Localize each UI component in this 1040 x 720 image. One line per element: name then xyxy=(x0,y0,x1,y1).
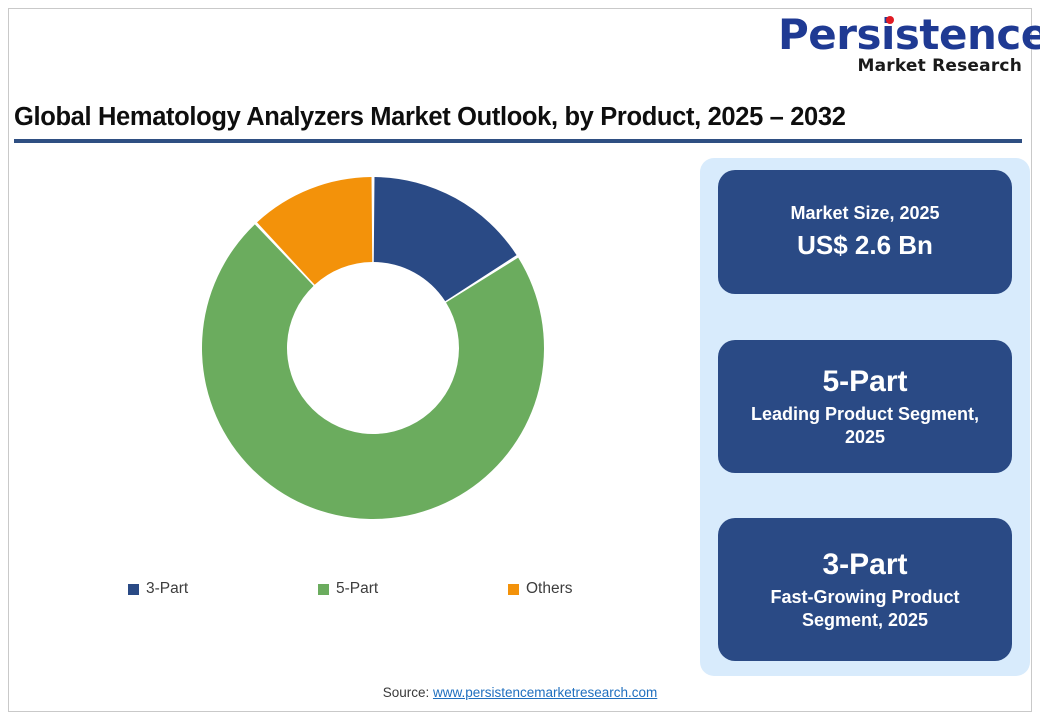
company-logo: Persistence Market Research xyxy=(778,14,1040,76)
market-size-value: US$ 2.6 Bn xyxy=(797,229,933,260)
legend-swatch-5-part xyxy=(318,583,329,595)
page-title-block: Global Hematology Analyzers Market Outlo… xyxy=(14,103,1024,143)
page-title: Global Hematology Analyzers Market Outlo… xyxy=(14,103,846,131)
stat-card-leading-segment: 5-Part Leading Product Segment, 2025 xyxy=(718,340,1012,473)
donut-chart-area: 3-Part 5-Part Others xyxy=(18,155,690,625)
source-prefix: Source: xyxy=(382,685,433,700)
legend-swatch-3-part xyxy=(128,583,139,595)
donut-chart xyxy=(200,175,546,521)
logo-subtitle: Market Research xyxy=(857,56,1022,76)
market-size-label: Market Size, 2025 xyxy=(790,202,940,223)
highlights-panel: Market Size, 2025 US$ 2.6 Bn 5-Part Lead… xyxy=(700,158,1030,676)
logo-wordmark-text: Persistence xyxy=(778,10,1040,59)
logo-red-dot-icon xyxy=(886,16,894,24)
donut-slice-5-part xyxy=(201,224,544,520)
legend-swatch-others xyxy=(508,583,519,595)
chart-legend: 3-Part 5-Part Others xyxy=(128,580,628,598)
fast-growing-segment-value: 3-Part xyxy=(822,548,908,581)
source-link[interactable]: www.persistencemarketresearch.com xyxy=(432,685,658,700)
leading-segment-label: Leading Product Segment, 2025 xyxy=(750,404,980,447)
legend-item-others: Others xyxy=(508,580,573,598)
legend-label-5-part: 5-Part xyxy=(336,580,379,597)
legend-label-others: Others xyxy=(526,580,573,597)
logo-wordmark: Persistence xyxy=(778,14,1040,56)
fast-growing-segment-label: Fast-Growing Product Segment, 2025 xyxy=(770,587,960,630)
donut-slice-3-part xyxy=(373,177,517,302)
leading-segment-value: 5-Part xyxy=(822,365,908,398)
title-divider xyxy=(14,139,1022,143)
legend-item-3-part: 3-Part xyxy=(128,580,318,598)
donut-chart-svg xyxy=(201,177,544,520)
donut-slice-group xyxy=(201,177,544,520)
donut-slice-others xyxy=(257,177,373,285)
source-note: Source: www.persistencemarketresearch.co… xyxy=(0,685,1040,700)
legend-label-3-part: 3-Part xyxy=(146,580,189,597)
legend-item-5-part: 5-Part xyxy=(318,580,508,598)
stat-card-market-size: Market Size, 2025 US$ 2.6 Bn xyxy=(718,170,1012,294)
stat-card-fast-growing-segment: 3-Part Fast-Growing Product Segment, 202… xyxy=(718,518,1012,661)
